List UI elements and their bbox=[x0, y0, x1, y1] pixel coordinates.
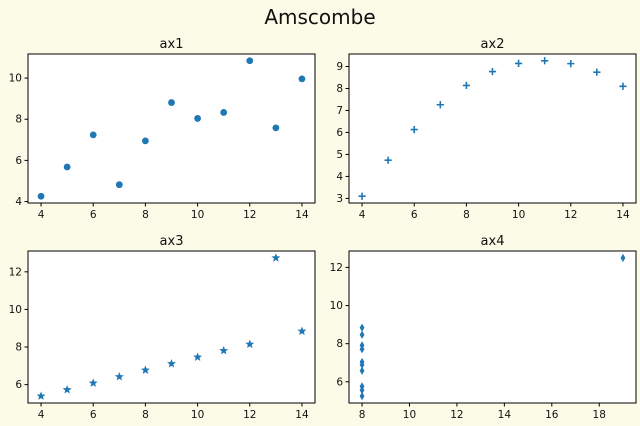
plus-marker bbox=[514, 59, 523, 68]
ax1-markers bbox=[37, 57, 306, 200]
plus-marker bbox=[436, 101, 444, 109]
ax3-xtick-label: 10 bbox=[191, 409, 204, 421]
ax2-xtick-label: 8 bbox=[463, 209, 470, 221]
ax4-xtick-label: 16 bbox=[545, 409, 559, 421]
star-marker bbox=[271, 253, 281, 262]
ax2-ytick-label: 4 bbox=[336, 171, 343, 183]
ax1-xtick-label: 12 bbox=[243, 209, 256, 221]
ax1-xtick-label: 8 bbox=[142, 209, 149, 221]
star-marker bbox=[88, 378, 98, 387]
star-marker bbox=[36, 391, 46, 400]
plus-marker bbox=[541, 57, 549, 65]
circle-marker bbox=[298, 75, 306, 83]
ax4-xtick-label: 18 bbox=[593, 409, 606, 421]
ax2-axes: 4 6 8 10 12 14 3 4 5 6 7 8 9 bbox=[336, 53, 637, 221]
ax4-xtick-label: 10 bbox=[403, 409, 416, 421]
plus-marker bbox=[593, 68, 601, 76]
ax4-axes: 8 10 12 14 16 18 6 8 10 12 bbox=[330, 250, 637, 421]
ax4-ytick-label: 12 bbox=[330, 262, 343, 274]
ax2-xtick-label: 6 bbox=[411, 209, 418, 221]
ax3-ytick-label: 6 bbox=[15, 379, 22, 391]
ax2-title: ax2 bbox=[480, 37, 505, 52]
ax4-ytick-label: 10 bbox=[330, 300, 343, 312]
ax2-xtick-label: 12 bbox=[564, 209, 577, 221]
ax2-xtick-label: 4 bbox=[359, 209, 366, 221]
thin-diamond-marker bbox=[359, 360, 365, 369]
star-marker bbox=[297, 326, 307, 336]
ax1-xtick-label: 4 bbox=[38, 209, 45, 221]
star-marker bbox=[114, 372, 124, 381]
star-marker bbox=[193, 352, 203, 361]
ax1-ytick-label: 4 bbox=[15, 196, 22, 208]
ax1-xtick-label: 14 bbox=[295, 209, 309, 221]
ax1-ytick-label: 10 bbox=[9, 73, 22, 85]
ax4-xtick-label: 12 bbox=[450, 409, 463, 421]
ax1-ytick-label: 8 bbox=[15, 114, 22, 126]
circle-marker bbox=[272, 124, 280, 132]
ax2-xtick-label: 14 bbox=[616, 209, 630, 221]
ax1-axes: 4 6 8 10 12 14 4 6 8 10 bbox=[9, 53, 316, 221]
ax3-ytick-label: 10 bbox=[9, 304, 22, 316]
ax3-xtick-label: 4 bbox=[38, 409, 45, 421]
ax3-title: ax3 bbox=[159, 234, 184, 249]
ax3-xtick-label: 12 bbox=[243, 409, 256, 421]
ax2-ytick-label: 8 bbox=[336, 83, 343, 95]
ax3-markers bbox=[36, 253, 307, 400]
ax2-ytick-label: 6 bbox=[336, 127, 343, 139]
ax2-ytick-label: 5 bbox=[336, 149, 343, 161]
circle-marker bbox=[89, 131, 97, 139]
ax2-markers bbox=[358, 57, 627, 200]
circle-marker bbox=[194, 115, 201, 122]
circle-marker bbox=[115, 181, 123, 189]
figure-title: Amscombe bbox=[264, 5, 376, 29]
circle-marker bbox=[37, 192, 45, 200]
circle-marker bbox=[142, 137, 149, 145]
thin-diamond-marker bbox=[359, 330, 365, 339]
ax2-ytick-label: 7 bbox=[336, 105, 343, 117]
ax4-xtick-label: 14 bbox=[498, 409, 512, 421]
ax1-xtick-label: 6 bbox=[90, 209, 97, 221]
ax3-xtick-label: 8 bbox=[142, 409, 149, 421]
ax4-markers bbox=[359, 253, 626, 401]
star-marker bbox=[62, 385, 72, 394]
circle-marker bbox=[168, 99, 175, 106]
plus-marker bbox=[567, 60, 575, 68]
thin-diamond-marker bbox=[359, 366, 365, 375]
star-marker bbox=[167, 359, 176, 368]
circle-marker bbox=[220, 109, 228, 116]
plus-marker bbox=[358, 192, 366, 200]
ax3-xtick-label: 6 bbox=[90, 409, 97, 421]
ax4-ytick-label: 6 bbox=[336, 376, 343, 388]
plus-marker bbox=[619, 82, 627, 90]
ax2-ytick-label: 3 bbox=[336, 193, 343, 205]
ax1-title: ax1 bbox=[159, 37, 184, 52]
thin-diamond-marker bbox=[359, 323, 365, 332]
ax4-xtick-label: 8 bbox=[359, 409, 366, 421]
ax4-title: ax4 bbox=[480, 234, 505, 249]
plus-marker bbox=[488, 67, 497, 76]
star-marker bbox=[245, 339, 255, 348]
ax4-ytick-label: 8 bbox=[336, 338, 343, 350]
thin-diamond-marker bbox=[359, 391, 365, 401]
plus-marker bbox=[384, 156, 392, 164]
star-marker bbox=[219, 345, 229, 355]
thin-diamond-marker bbox=[359, 341, 365, 350]
ax2-xtick-label: 10 bbox=[512, 209, 525, 221]
star-marker bbox=[140, 365, 150, 374]
ax2-ytick-label: 9 bbox=[336, 61, 343, 73]
ax3-ytick-label: 12 bbox=[9, 266, 22, 278]
ax1-ytick-label: 6 bbox=[15, 155, 22, 167]
ax1-xtick-label: 10 bbox=[191, 209, 204, 221]
circle-marker bbox=[246, 57, 254, 65]
circle-marker bbox=[63, 163, 71, 171]
ax3-ytick-label: 8 bbox=[15, 342, 22, 354]
plus-marker bbox=[462, 81, 471, 90]
thin-diamond-marker bbox=[620, 253, 626, 263]
thin-diamond-marker bbox=[359, 386, 365, 395]
ax3-axes: 4 6 8 10 12 14 6 8 10 12 bbox=[9, 250, 316, 421]
ax3-xtick-label: 14 bbox=[295, 409, 309, 421]
plus-marker bbox=[410, 125, 418, 134]
